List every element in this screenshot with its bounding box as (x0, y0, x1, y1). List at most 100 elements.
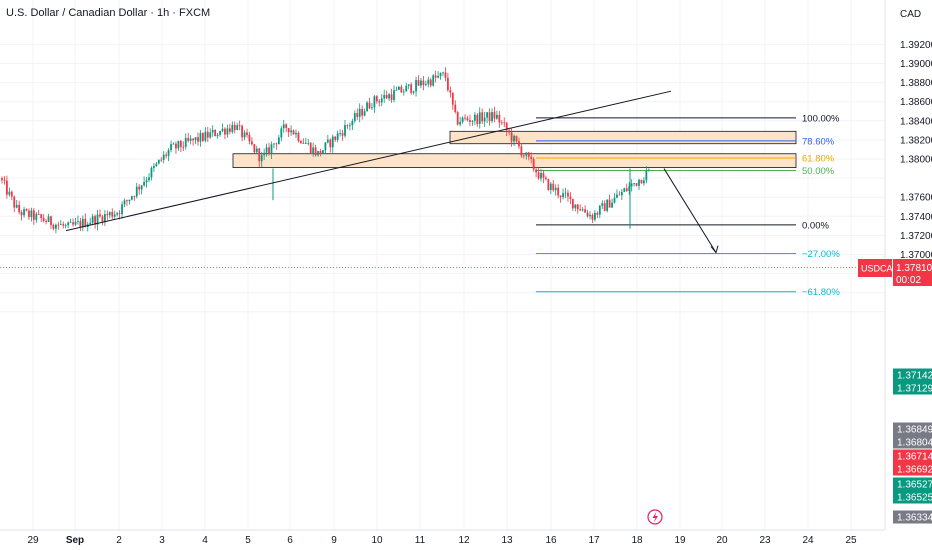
candle-body (10, 191, 13, 197)
candle-body (312, 147, 315, 154)
candle-body (304, 143, 307, 144)
fib-level-label: −61.80% (802, 287, 840, 298)
candle-body (537, 172, 540, 179)
axis-price-label: 1.37142 (897, 371, 932, 382)
candle-body (69, 222, 72, 224)
candlestick-series[interactable] (1, 67, 650, 234)
candle-body (640, 179, 643, 184)
candle-body (28, 210, 30, 218)
candle-body (336, 133, 339, 140)
candle-body (189, 138, 192, 141)
candle-body (393, 90, 395, 100)
candle-body (594, 212, 596, 220)
candle-body (471, 120, 474, 122)
candle-body (91, 216, 94, 223)
axis-price-label: 1.36849 (897, 425, 932, 436)
candle-body (253, 144, 256, 153)
x-tick-label: Sep (66, 535, 84, 546)
candle-body (547, 179, 550, 191)
candle-body (515, 135, 518, 142)
candle-body (263, 152, 266, 156)
candle-body (476, 114, 479, 124)
fib-level-label: 78.60% (802, 136, 835, 147)
candle-body (37, 213, 40, 215)
x-tick-label: 9 (331, 535, 337, 546)
candle-body (297, 132, 300, 141)
candle-body (67, 222, 70, 226)
candle-body (138, 186, 141, 190)
x-axis-ticks: 29 Sep 2 3 4 5 6 9 10 11 12 13 16 17 18 19 20 23 24 25 (27, 535, 857, 546)
x-tick-label: 29 (27, 535, 39, 546)
candle-body (483, 117, 486, 122)
candle-body (371, 107, 373, 109)
price-badge (893, 259, 932, 286)
candle-body (206, 131, 209, 138)
candle-body (444, 72, 447, 78)
candle-body (55, 224, 57, 229)
x-tick-label: 6 (287, 535, 293, 546)
x-tick-label: 11 (415, 535, 426, 546)
candle-body (344, 125, 346, 136)
axis-price-label: 1.36334 (897, 513, 932, 524)
candle-body (405, 85, 408, 92)
candle-body (643, 180, 645, 184)
drawings (65, 90, 719, 254)
candle-body (307, 142, 310, 144)
candle-body (638, 179, 640, 186)
candle-body (402, 91, 405, 93)
candle-body (591, 214, 594, 220)
candle-body (111, 212, 114, 217)
candle-body (469, 120, 471, 122)
candle-body (439, 73, 442, 76)
candle-body (542, 172, 545, 178)
candle-body (505, 122, 508, 131)
candle-body (165, 154, 168, 156)
candle-body (241, 125, 243, 138)
candle-body (540, 172, 542, 179)
candle-body (427, 79, 430, 85)
candle-body (459, 122, 462, 125)
candle-body (302, 143, 305, 144)
candle-body (358, 108, 361, 117)
candle-body (35, 213, 38, 220)
candle-body (395, 89, 398, 91)
candle-body (270, 144, 273, 154)
candle-body (202, 133, 204, 141)
candle-body (209, 132, 212, 138)
candle-body (620, 191, 623, 196)
axis-price-badge (893, 422, 932, 436)
currency-label: CAD (900, 9, 921, 20)
candle-body (172, 143, 175, 145)
candle-body (322, 150, 324, 154)
current-price-tag[interactable]: USDCAD 1.37810 00:02 (0, 259, 932, 286)
candle-body (383, 94, 386, 99)
axis-price-label: 1.36692 (897, 465, 932, 476)
candle-body (204, 131, 207, 141)
candle-body (339, 133, 341, 134)
candle-body (251, 141, 253, 145)
candle-body (571, 198, 574, 209)
candle-body (353, 113, 356, 121)
candle-body (623, 188, 626, 192)
lightning-bolt-icon[interactable] (647, 509, 663, 525)
candle-body (584, 209, 586, 213)
candle-body (562, 193, 564, 198)
candle-body (273, 143, 275, 145)
candle-body (412, 91, 415, 93)
axis-price-badge (893, 381, 932, 395)
candle-body (113, 214, 116, 217)
zone-rect (232, 153, 797, 168)
candle-body (341, 133, 344, 136)
candle-body (260, 155, 263, 162)
candle-body (380, 98, 383, 103)
x-tick-label: 19 (674, 535, 686, 546)
candle-body (366, 102, 368, 112)
candle-body (415, 80, 417, 92)
candle-body (221, 128, 224, 132)
candle-body (162, 154, 165, 160)
candle-body (290, 130, 292, 133)
axis-price-label: 1.36525 (897, 493, 932, 504)
candle-body (1, 178, 3, 181)
candle-body (647, 169, 650, 172)
